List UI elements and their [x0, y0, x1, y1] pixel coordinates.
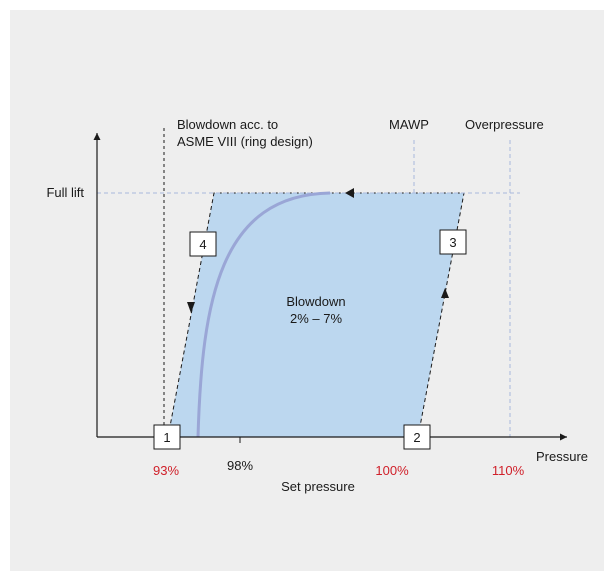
mawp-label: MAWP	[389, 117, 429, 132]
blowdown-label-line1: Blowdown	[286, 294, 345, 309]
x-tick-label-93: 93%	[153, 463, 179, 478]
arrow-left-top-edge	[345, 188, 354, 198]
set-pressure-label: Set pressure	[281, 479, 355, 494]
full-lift-label: Full lift	[46, 185, 84, 200]
arrow-down-left-edge	[187, 302, 195, 313]
lift-curve	[196, 191, 331, 438]
marker-4: 4	[189, 231, 217, 257]
x-tick-label-98: 98%	[227, 458, 253, 473]
pressure-axis-label: Pressure	[536, 449, 588, 464]
marker-1: 1	[153, 424, 181, 450]
marker-2: 2	[403, 424, 431, 450]
x-tick-label-100: 100%	[375, 463, 409, 478]
svg-text:1: 1	[163, 430, 170, 445]
blowdown-label-line2: 2% – 7%	[290, 311, 342, 326]
x-tick-label-110: 110%	[492, 463, 525, 478]
overpressure-label: Overpressure	[465, 117, 544, 132]
svg-text:4: 4	[199, 237, 206, 252]
asme-label-line2: ASME VIII (ring design)	[177, 134, 313, 149]
svg-text:2: 2	[413, 430, 420, 445]
asme-label-line1: Blowdown acc. to	[177, 117, 278, 132]
arrow-up-right-edge	[441, 288, 449, 298]
marker-3: 3	[439, 229, 467, 255]
svg-text:3: 3	[449, 235, 456, 250]
